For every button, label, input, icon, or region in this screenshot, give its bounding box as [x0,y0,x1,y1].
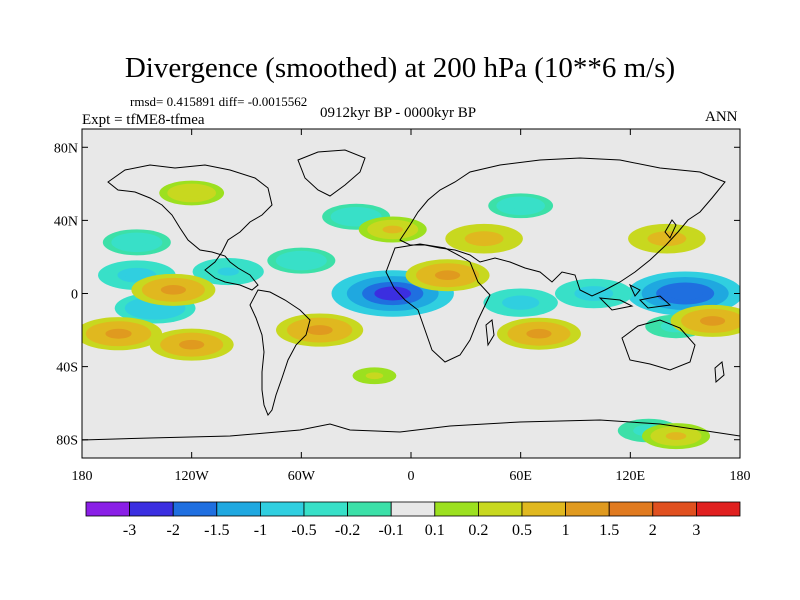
field-contour [217,267,239,276]
field-contour [434,270,461,281]
x-tick-label: 60W [288,469,316,484]
field-region [670,304,740,337]
field-contour [472,234,496,244]
colorbar-label: -0.5 [291,522,316,539]
season-label: ANN [705,109,738,125]
x-tick-label: 180 [72,469,93,484]
field-region [149,328,234,361]
field-contour [382,225,403,234]
field-region [628,223,706,254]
field-region [358,216,427,243]
colorbar-box [129,501,174,517]
field-region [488,193,554,219]
y-tick-label: 80N [54,141,78,156]
field-contour [655,234,679,244]
x-tick-label: 120W [175,469,210,484]
field-region [445,223,523,254]
colorbar: -3 -2 -1.5 -1 -0.5 -0.2 -0.1 0.1 0.2 0.5 1 1.5 2 3 [85,501,741,539]
chart-title: Divergence (smoothed) at 200 hPa (10**6 … [124,52,676,84]
experiment-label: Expt = tfME8-tfmea [82,112,205,128]
field-contour [142,303,168,313]
field-contour [125,270,149,280]
colorbar-box [347,501,392,517]
rmsd-label: rmsd= 0.415891 diff= -0.0015562 [130,94,308,109]
field-region [405,259,490,292]
field-region [554,278,633,309]
colorbar-box [652,501,697,517]
divergence-field [82,180,740,450]
field-region [82,317,163,351]
map-layer [82,129,740,458]
colorbar-box [85,501,130,517]
field-contour [582,289,606,298]
y-tick-label: 80S [56,434,78,449]
colorbar-label: -0.1 [379,522,404,539]
colorbar-box [390,501,436,517]
field-contour [160,285,186,295]
colorbar-label: 0.5 [512,522,532,539]
x-tick-label: 180 [730,469,751,484]
field-contour [509,298,532,307]
field-contour [510,202,531,210]
field-region [345,364,404,387]
colorbar-box [608,501,654,517]
field-contour [365,372,384,380]
field-contour [667,286,703,301]
y-tick-label: 40N [54,214,78,229]
colorbar-box [521,501,566,517]
colorbar-label: 3 [692,522,700,539]
colorbar-label: -3 [123,522,136,539]
colorbar-label: -1 [254,522,267,539]
field-region [642,423,711,450]
field-contour [306,325,333,336]
field-contour [526,328,552,339]
colorbar-box [434,501,479,517]
field-contour [665,432,687,440]
colorbar-box [696,501,741,517]
colorbar-label: 2 [649,522,657,539]
field-contour [291,256,312,265]
field-region [102,229,171,256]
colorbar-label: -2 [167,522,180,539]
field-region [276,313,364,347]
field-contour [374,286,412,301]
field-contour [181,189,202,197]
colorbar-box [565,501,610,517]
field-region [267,247,336,274]
x-tick-label: 60E [509,469,532,484]
colorbar-label: 0.2 [468,522,488,539]
field-contour [179,339,205,350]
coastlines [82,149,740,441]
field-contour [345,212,367,221]
x-tick-label: 0 [408,469,415,484]
y-tick-label: 0 [71,288,78,303]
x-tick-label: 120E [616,469,646,484]
colorbar-box [216,501,261,517]
field-region [496,317,581,350]
y-tick-label: 40S [56,361,78,376]
colorbar-label: -1.5 [204,522,229,539]
colorbar-box [172,501,218,517]
field-region [159,180,225,206]
field-contour [699,316,726,326]
colorbar-box [303,501,348,517]
axes: 180 120W 60W 0 60E 120E 180 80N 40N 0 40S 80S [54,129,751,484]
colorbar-box [477,501,523,517]
colorbar-label: 0.1 [425,522,445,539]
field-region [192,257,264,286]
colorbar-box [259,501,305,517]
colorbar-label: 1.5 [599,522,619,539]
field-region [627,271,740,316]
colorbar-label: -0.2 [335,522,360,539]
colorbar-label: 1 [562,522,570,539]
field-contour [105,328,132,339]
field-contour [126,238,148,247]
field-region [131,273,216,306]
field-region [483,288,558,317]
period-label: 0912kyr BP - 0000kyr BP [320,105,477,121]
